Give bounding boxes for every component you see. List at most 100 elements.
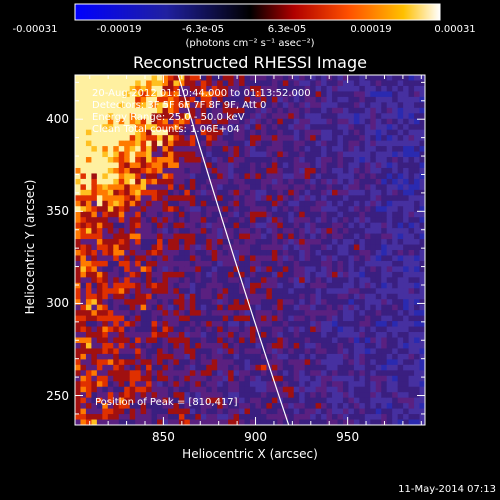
heatmap-cell [211,151,218,158]
heatmap-cell [107,381,114,388]
heatmap-cell [293,228,300,235]
heatmap-cell [211,135,218,142]
heatmap-cell [157,419,164,425]
heatmap-cell [217,370,224,377]
heatmap-cell [266,157,273,164]
heatmap-cell [124,140,131,147]
heatmap-cell [178,288,185,295]
heatmap-cell [162,91,169,98]
heatmap-cell [200,321,207,328]
heatmap-cell [124,217,131,224]
heatmap-cell [195,255,202,262]
heatmap-cell [228,414,235,421]
heatmap-cell [200,304,207,311]
heatmap-cell [348,359,355,366]
heatmap-cell [107,375,114,382]
heatmap-cell [80,239,87,246]
heatmap-cell [211,80,218,87]
heatmap-cell [102,408,109,415]
heatmap-cell [260,222,268,229]
heatmap-cell [414,91,421,98]
heatmap-cell [80,151,87,158]
heatmap-cell [403,397,410,404]
heatmap-cell [255,184,262,191]
heatmap-cell [107,255,114,262]
heatmap-cell [124,85,131,93]
heatmap-cell [293,135,300,142]
heatmap-cell [397,250,404,257]
heatmap-cell [244,397,251,404]
heatmap-cell [129,260,136,268]
heatmap-cell [260,293,268,300]
heatmap-cell [255,260,262,268]
heatmap-cell [364,85,371,93]
heatmap-cell [195,277,202,284]
heatmap-cell [381,124,388,131]
heatmap-cell [299,403,306,410]
heatmap-cell [332,91,339,98]
heatmap-cell [392,266,399,273]
heatmap-cell [85,96,93,103]
heatmap-cell [332,200,339,207]
heatmap-cell [118,342,125,350]
heatmap-cell [189,91,196,98]
heatmap-cell [310,217,317,224]
heatmap-cell [151,250,158,257]
heatmap-cell [304,392,311,399]
heatmap-cell [299,162,306,169]
heatmap-cell [157,233,164,240]
heatmap-cell [304,348,311,355]
heatmap-cell [408,102,415,109]
heatmap-cell [282,85,289,93]
heatmap-cell [162,332,169,339]
heatmap-cell [277,151,284,158]
heatmap-cell [80,310,87,317]
heatmap-cell [167,195,175,202]
heatmap-cell [195,91,202,98]
heatmap-cell [266,321,273,328]
heatmap-cell [419,266,425,273]
heatmap-cell [206,408,213,415]
heatmap-cell [359,195,366,202]
heatmap-cell [146,178,153,185]
heatmap-cell [326,200,333,207]
heatmap-cell [266,342,273,350]
heatmap-cell [151,315,158,322]
heatmap-cell [332,157,339,164]
heatmap-cell [200,277,207,284]
heatmap-cell [348,107,355,114]
heatmap-cell [293,392,300,399]
heatmap-cell [189,403,196,410]
heatmap-cell [288,217,295,224]
heatmap-cell [233,167,240,175]
heatmap-cell [211,277,218,284]
heatmap-cell [135,288,142,295]
heatmap-cell [370,135,377,142]
heatmap-cell [151,299,158,306]
heatmap-cell [91,397,98,404]
heatmap-cell [386,414,393,421]
heatmap-cell [118,239,125,246]
heatmap-cell [321,381,328,388]
heatmap-cell [288,381,295,388]
heatmap-cell [184,255,191,262]
heatmap-cell [359,326,366,333]
heatmap-cell [217,75,224,82]
heatmap-cell [244,364,251,371]
heatmap-cell [129,321,136,328]
heatmap-cell [162,266,169,273]
heatmap-cell [353,260,360,268]
heatmap-cell [233,386,240,393]
heatmap-cell [326,135,333,142]
heatmap-cell [233,129,240,136]
heatmap-cell [129,353,136,360]
heatmap-cell [239,342,246,350]
heatmap-cell [135,140,142,147]
colorbar-tick-label: 0.00019 [350,24,392,35]
heatmap-cell [157,135,164,142]
heatmap-cell [403,375,410,382]
heatmap-cell [200,91,207,98]
heatmap-cell [293,414,300,421]
heatmap-cell [244,124,251,131]
heatmap-cell [244,140,251,147]
